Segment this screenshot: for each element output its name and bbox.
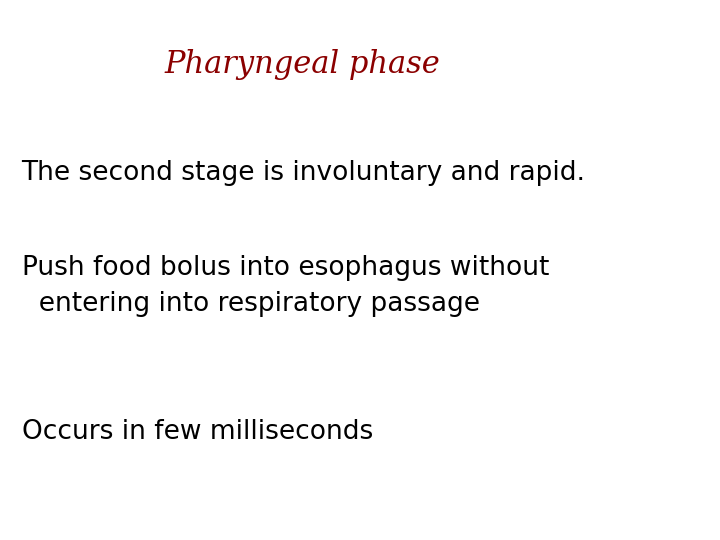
Text: Occurs in few milliseconds: Occurs in few milliseconds [22, 419, 373, 445]
Text: The second stage is involuntary and rapid.: The second stage is involuntary and rapi… [22, 160, 585, 186]
Text: Push food bolus into esophagus without
  entering into respiratory passage: Push food bolus into esophagus without e… [22, 255, 549, 317]
Text: Pharyngeal phase: Pharyngeal phase [165, 49, 440, 80]
